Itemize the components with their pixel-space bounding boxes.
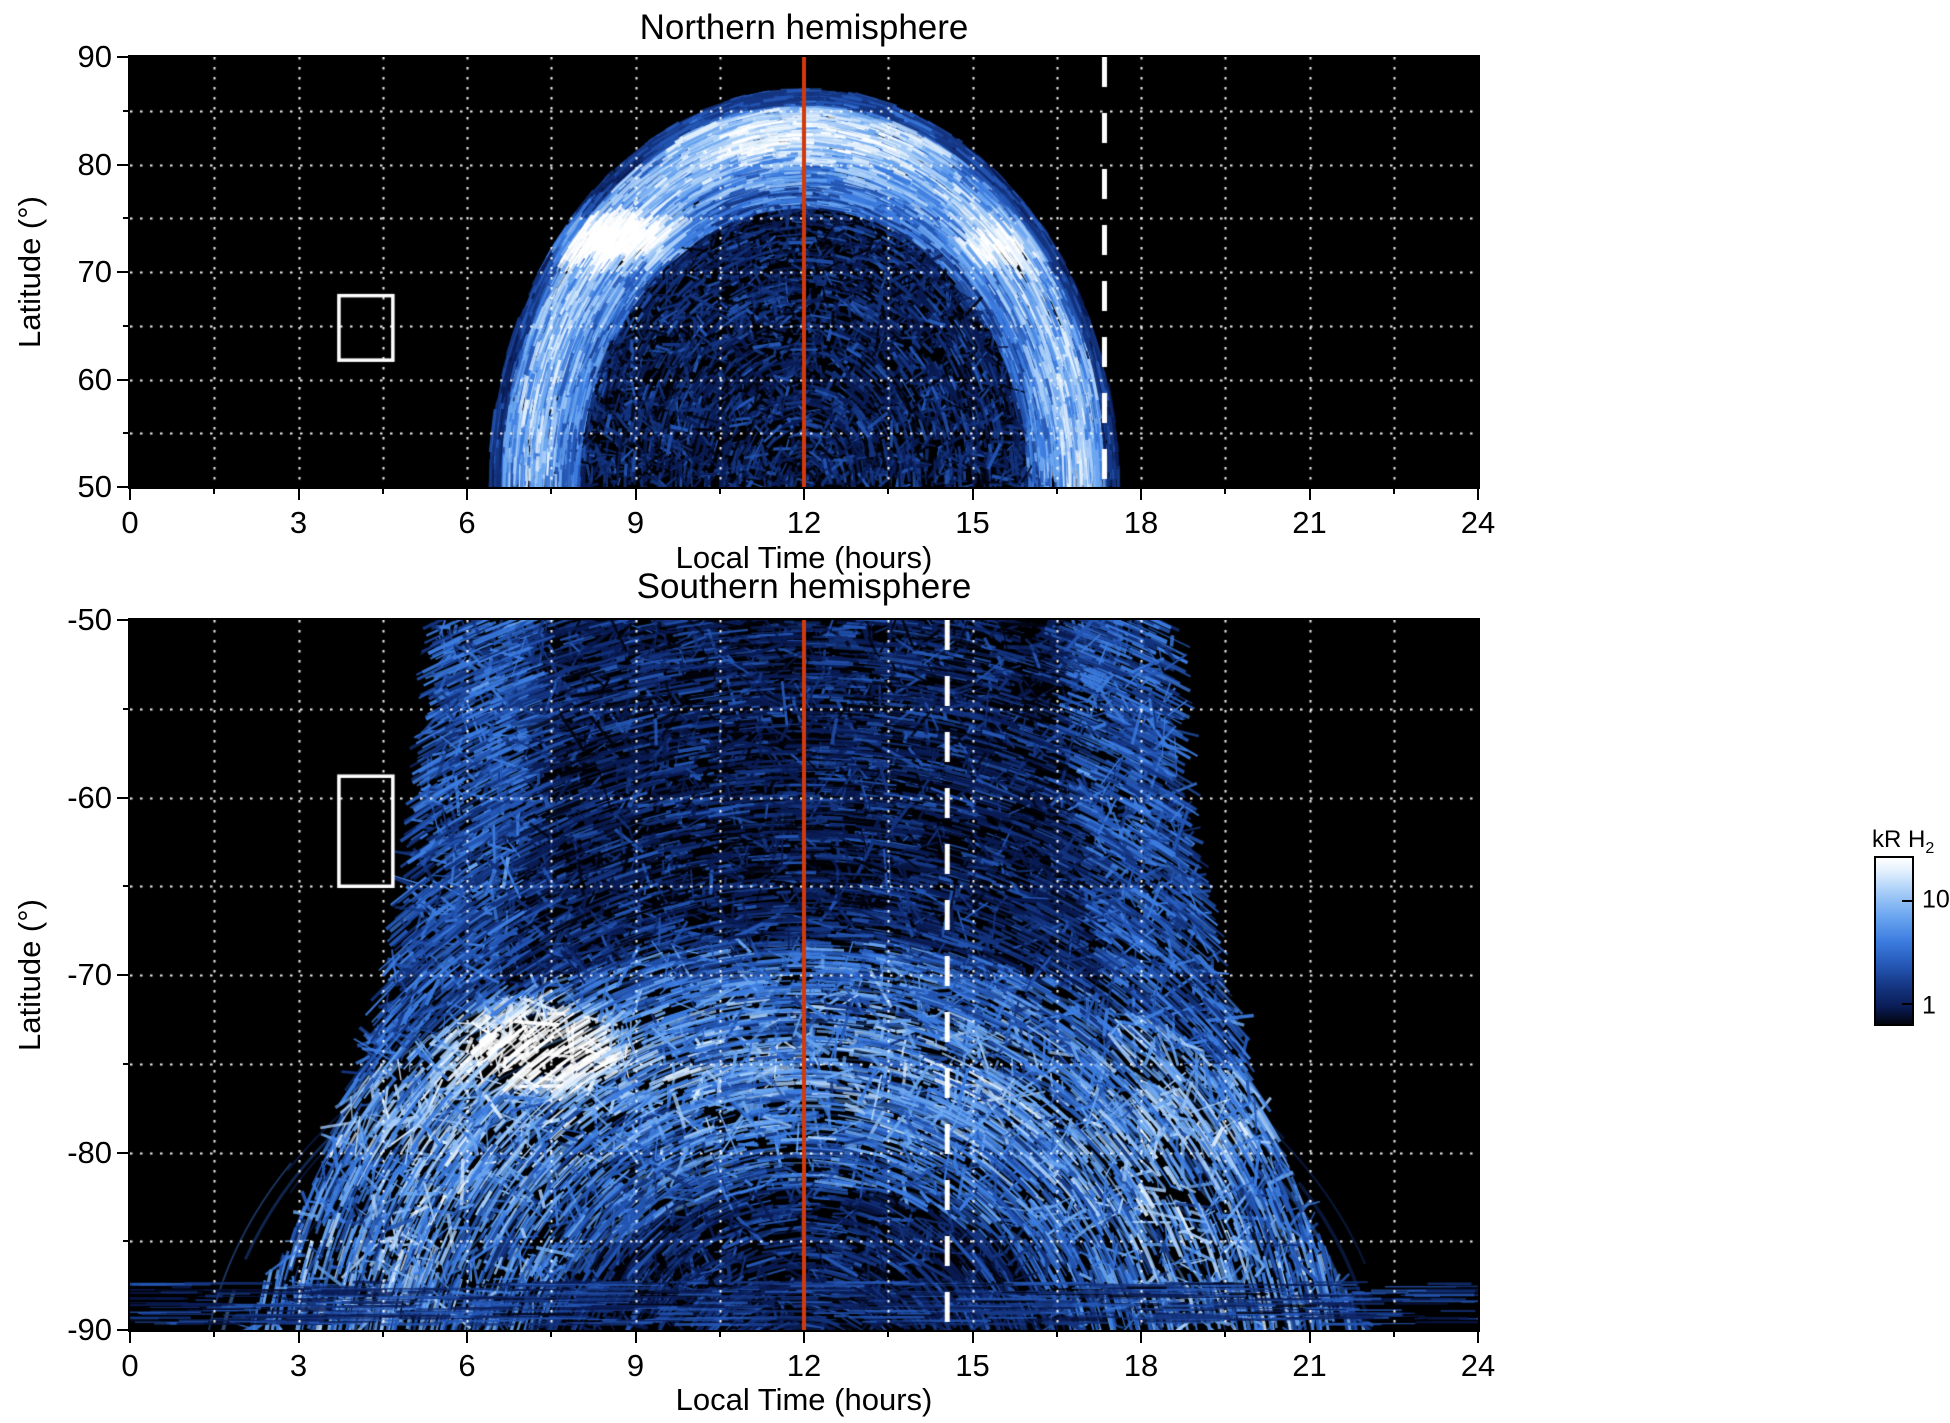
south-y-tick-label: -60: [67, 780, 112, 816]
south-x-tick-label: 9: [627, 1348, 644, 1384]
north-y-tick-label: 50: [78, 469, 112, 505]
colorbar-title: kR H2: [1872, 826, 1934, 858]
north-heatmap-canvas: [130, 57, 1478, 487]
north-x-tick-label: 12: [787, 505, 821, 541]
north-x-tick-label: 21: [1292, 505, 1326, 541]
north-x-tick-label: 9: [627, 505, 644, 541]
colorbar-gradient: [1874, 856, 1914, 1026]
south-x-tick-label: 21: [1292, 1348, 1326, 1384]
south-x-tick-label: 24: [1461, 1348, 1495, 1384]
north-panel-title: Northern hemisphere: [130, 8, 1478, 48]
south-x-tick-label: 15: [955, 1348, 989, 1384]
south-panel-title: Southern hemisphere: [130, 567, 1478, 607]
north-y-tick-label: 90: [78, 39, 112, 75]
colorbar-unit-subscript: 2: [1925, 840, 1934, 857]
north-x-tick-label: 18: [1124, 505, 1158, 541]
north-heatmap: [128, 55, 1480, 489]
south-x-tick-label: 3: [290, 1348, 307, 1384]
colorbar-tick-label-10: 10: [1922, 886, 1950, 915]
north-y-tick-label: 80: [78, 147, 112, 183]
south-y-tick-label: -90: [67, 1312, 112, 1348]
south-x-tick-label: 12: [787, 1348, 821, 1384]
south-x-tick-label: 0: [121, 1348, 138, 1384]
south-y-axis-label: Latitude (°): [12, 899, 48, 1051]
colorbar-tick-mark-1: [1902, 1003, 1912, 1005]
south-x-axis-label: Local Time (hours): [130, 1382, 1478, 1418]
colorbar-tick-label-1: 1: [1922, 992, 1936, 1021]
south-x-tick-label: 6: [458, 1348, 475, 1384]
south-heatmap-canvas: [130, 620, 1478, 1330]
south-heatmap: [128, 618, 1480, 1332]
south-x-tick-label: 18: [1124, 1348, 1158, 1384]
north-x-tick-label: 15: [955, 505, 989, 541]
colorbar-tick-mark-10: [1902, 900, 1912, 902]
north-y-tick-label: 60: [78, 362, 112, 398]
north-x-tick-label: 24: [1461, 505, 1495, 541]
south-y-tick-label: -70: [67, 957, 112, 993]
south-y-tick-label: -50: [67, 602, 112, 638]
south-y-tick-label: -80: [67, 1135, 112, 1171]
figure: Northern hemisphere Latitude (°) Local T…: [0, 0, 1950, 1423]
north-x-tick-label: 0: [121, 505, 138, 541]
north-x-tick-label: 6: [458, 505, 475, 541]
north-x-tick-label: 3: [290, 505, 307, 541]
north-y-axis-label: Latitude (°): [12, 196, 48, 348]
colorbar-unit-label: kR H: [1872, 826, 1925, 853]
north-y-tick-label: 70: [78, 254, 112, 290]
